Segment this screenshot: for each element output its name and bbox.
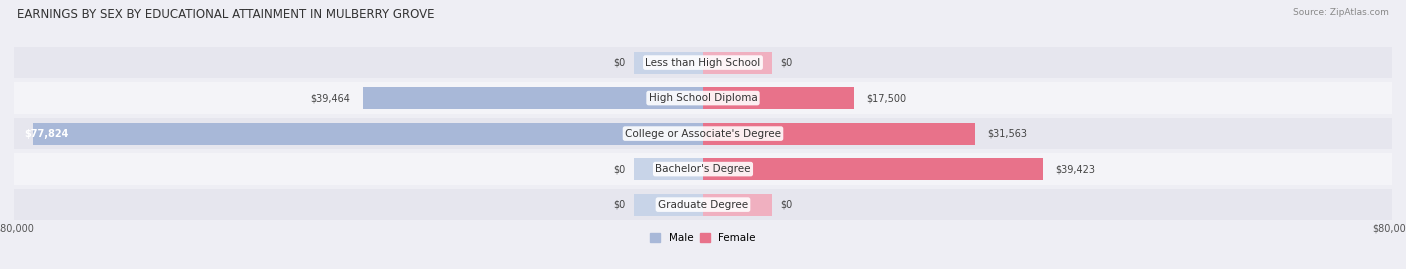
Text: Graduate Degree: Graduate Degree — [658, 200, 748, 210]
Bar — [634, 158, 703, 180]
Text: $31,563: $31,563 — [988, 129, 1028, 139]
Text: $17,500: $17,500 — [866, 93, 907, 103]
Text: $39,464: $39,464 — [311, 93, 350, 103]
Text: $0: $0 — [780, 58, 793, 68]
Text: $39,423: $39,423 — [1056, 164, 1095, 174]
Bar — [703, 194, 772, 216]
Text: Source: ZipAtlas.com: Source: ZipAtlas.com — [1294, 8, 1389, 17]
Bar — [14, 118, 1392, 149]
Bar — [703, 158, 1042, 180]
Bar — [32, 123, 703, 145]
Text: College or Associate's Degree: College or Associate's Degree — [626, 129, 780, 139]
Text: $77,824: $77,824 — [24, 129, 69, 139]
Bar — [14, 154, 1392, 185]
Text: $0: $0 — [780, 200, 793, 210]
Text: EARNINGS BY SEX BY EDUCATIONAL ATTAINMENT IN MULBERRY GROVE: EARNINGS BY SEX BY EDUCATIONAL ATTAINMEN… — [17, 8, 434, 21]
Text: Less than High School: Less than High School — [645, 58, 761, 68]
Legend: Male, Female: Male, Female — [645, 229, 761, 247]
Bar — [703, 123, 974, 145]
Text: High School Diploma: High School Diploma — [648, 93, 758, 103]
Bar — [14, 47, 1392, 78]
Text: Bachelor's Degree: Bachelor's Degree — [655, 164, 751, 174]
Text: $0: $0 — [613, 58, 626, 68]
Text: $0: $0 — [613, 164, 626, 174]
Bar — [703, 52, 772, 74]
Bar — [703, 87, 853, 109]
Bar — [634, 194, 703, 216]
Bar — [363, 87, 703, 109]
Bar — [634, 52, 703, 74]
Bar — [14, 189, 1392, 220]
Text: $0: $0 — [613, 200, 626, 210]
Bar — [14, 83, 1392, 114]
